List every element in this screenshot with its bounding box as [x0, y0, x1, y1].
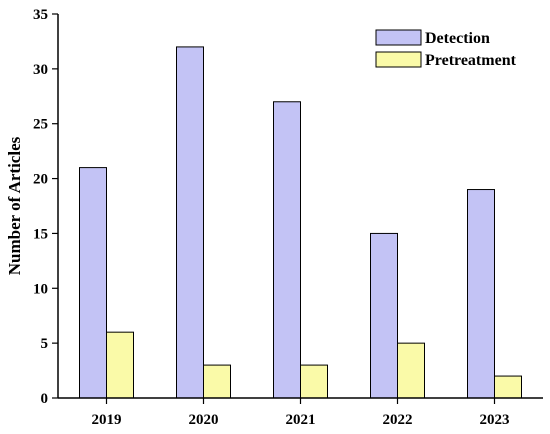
y-tick-label: 35 [33, 7, 48, 23]
legend-label-pretreatment: Pretreatment [425, 52, 517, 69]
y-tick-label: 15 [33, 226, 48, 242]
legend: Detection Pretreatment [375, 29, 517, 69]
bar-pretreatment-2021 [300, 364, 328, 399]
bar-detection-2021 [273, 101, 301, 399]
y-tick-label: 10 [33, 281, 48, 297]
bar-pretreatment-2020 [203, 364, 231, 399]
y-tick-label: 25 [33, 117, 48, 133]
legend-swatch-pretreatment [375, 51, 422, 68]
bar-pretreatment-2019 [106, 331, 134, 399]
bar-detection-2022 [370, 232, 398, 399]
x-tick-label: 2020 [189, 412, 219, 428]
y-tick-label: 0 [41, 391, 49, 407]
y-tick-label: 20 [33, 172, 48, 188]
bar-pretreatment-2023 [494, 375, 522, 399]
x-tick-label: 2019 [92, 412, 122, 428]
x-tick-label: 2022 [383, 412, 413, 428]
y-tick-label: 30 [33, 62, 48, 78]
x-tick-label: 2023 [480, 412, 510, 428]
y-ticks-group: 0 5 10 15 20 25 30 35 [33, 7, 58, 407]
bar-detection-2023 [467, 189, 495, 399]
bar-detection-2020 [176, 46, 204, 399]
legend-label-detection: Detection [425, 30, 490, 47]
x-tick-label: 2021 [286, 412, 316, 428]
bar-pretreatment-2022 [397, 342, 425, 399]
legend-swatch-detection [375, 29, 422, 46]
bars-group [79, 46, 522, 399]
y-axis-title: Number of Articles [5, 136, 24, 275]
x-ticks-group: 2019 2020 2021 2022 2023 [92, 398, 510, 428]
bar-detection-2019 [79, 167, 107, 399]
y-tick-label: 5 [41, 336, 49, 352]
